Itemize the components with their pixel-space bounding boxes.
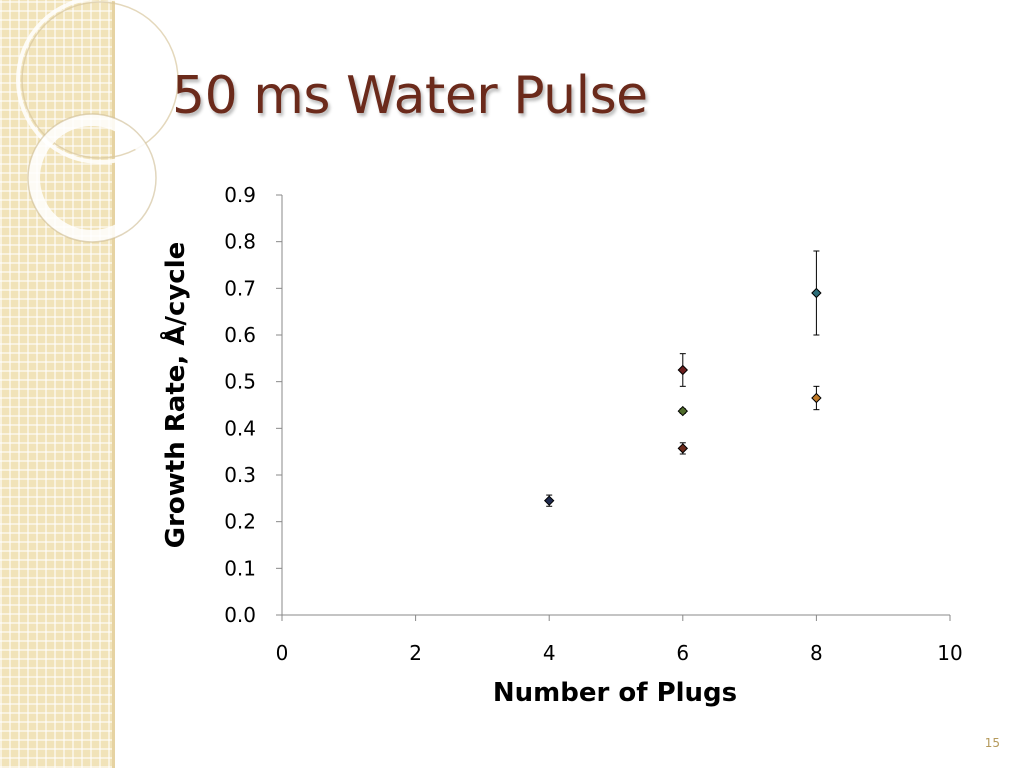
x-tick-label: 10	[937, 641, 962, 665]
chart-marks	[543, 250, 822, 507]
data-point	[677, 442, 689, 455]
diamond-marker	[811, 287, 822, 299]
y-tick-label: 0.3	[224, 463, 256, 487]
data-point	[677, 353, 689, 387]
x-axis-label: Number of Plugs	[493, 678, 737, 708]
y-tick-label: 0.4	[224, 416, 256, 440]
data-point	[543, 494, 555, 507]
data-point	[677, 405, 689, 417]
decorative-rings	[16, 0, 184, 243]
y-axis-label: Growth Rate, Å/cycle	[159, 242, 191, 549]
diamond-marker	[677, 364, 689, 376]
x-tick-label: 0	[276, 641, 289, 665]
chart-axes: 0 2 4 6 8 10 0.0 0.1 0.2 0.3 0.4 0.5 0.6 0.7 0.8 0.9	[224, 183, 963, 665]
y-tick-label: 0.6	[224, 323, 256, 347]
ring-large	[16, 0, 184, 164]
slide-title: 50 ms Water Pulse	[172, 66, 648, 126]
x-tick-label: 6	[676, 641, 689, 665]
y-tick-label: 0.0	[224, 603, 256, 627]
diamond-marker	[811, 392, 822, 404]
sidebar-divider	[112, 0, 115, 768]
data-point	[811, 250, 822, 336]
y-tick-label: 0.8	[224, 230, 256, 254]
x-tick-label: 8	[810, 641, 823, 665]
diamond-marker	[677, 443, 689, 454]
y-tick-label: 0.2	[224, 510, 256, 534]
diamond-marker	[677, 405, 689, 417]
page-number: 15	[984, 736, 1000, 750]
ring-large-shadow	[21, 1, 179, 159]
y-tick-label: 0.1	[224, 556, 256, 580]
ring-small-shadow	[27, 113, 157, 243]
x-tick-label: 4	[543, 641, 556, 665]
data-point	[811, 385, 822, 411]
ring-small	[28, 114, 156, 242]
y-tick-label: 0.9	[224, 183, 256, 207]
x-tick-label: 2	[409, 641, 422, 665]
y-tick-label: 0.7	[224, 276, 256, 300]
y-tick-label: 0.5	[224, 370, 256, 394]
diamond-marker	[543, 495, 555, 506]
